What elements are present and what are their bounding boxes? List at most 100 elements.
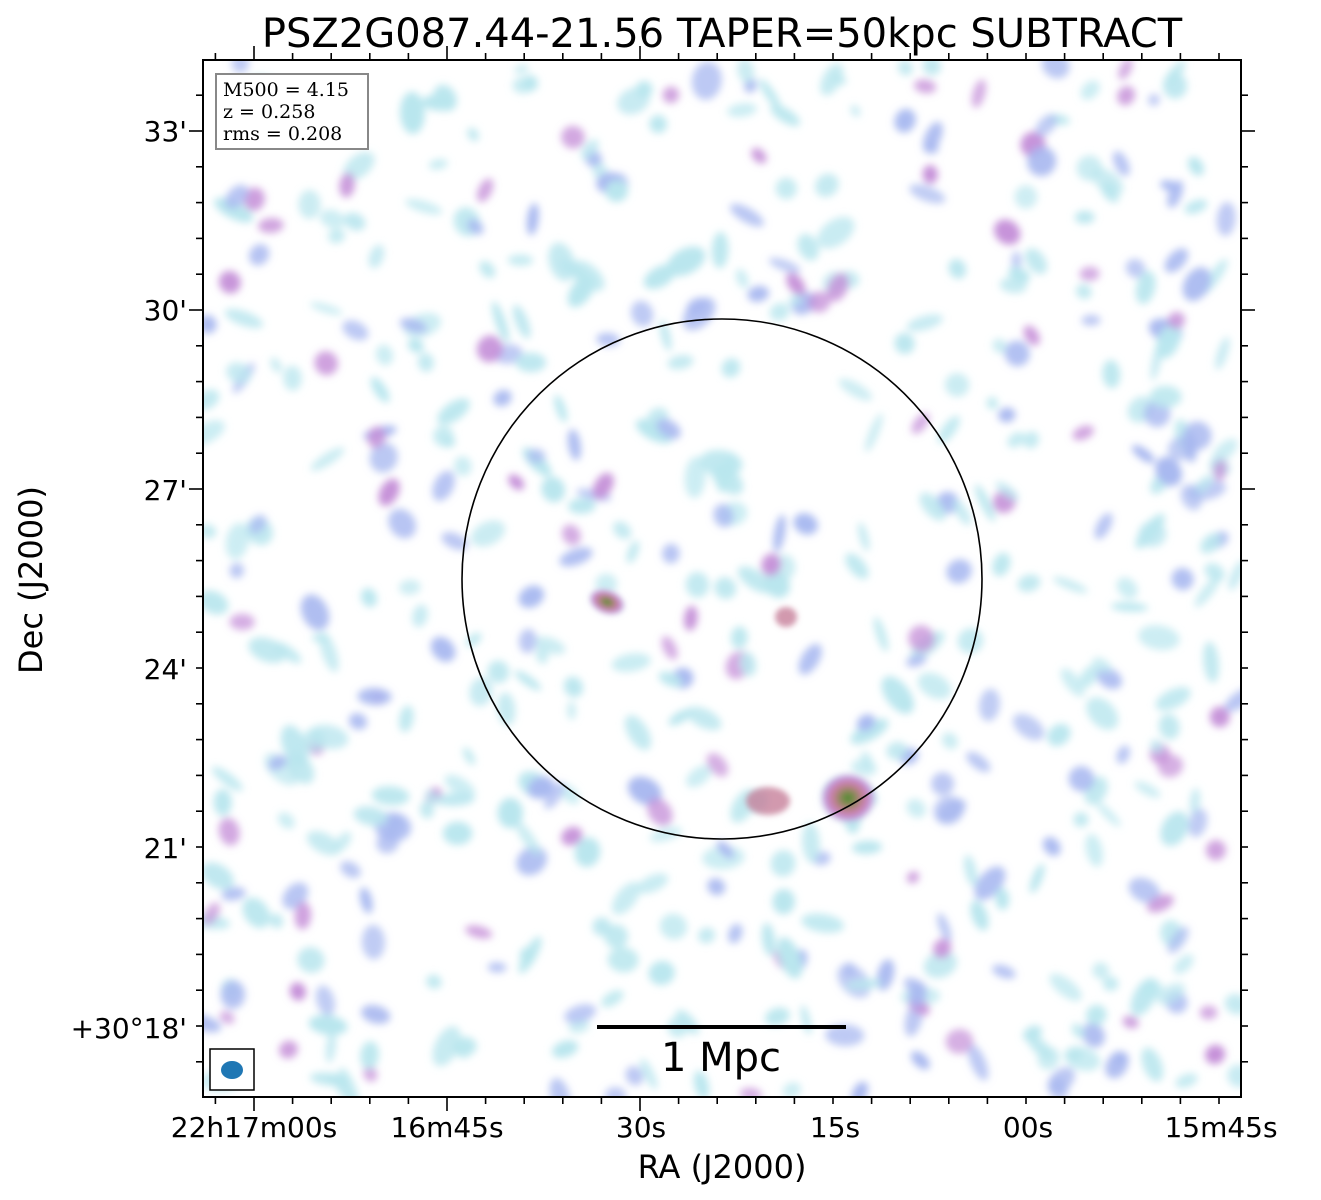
noise-blob	[315, 985, 336, 1016]
axis-ticks	[189, 46, 1255, 1111]
noise-blob	[713, 503, 734, 528]
noise-blob	[635, 80, 653, 98]
noise-blob	[467, 219, 484, 235]
noise-blob	[310, 447, 345, 471]
noise-blob	[1096, 667, 1123, 690]
noise-blob	[1156, 324, 1181, 359]
noise-blob	[1122, 1015, 1139, 1029]
noise-blob	[769, 302, 790, 321]
noise-blob	[437, 398, 470, 425]
noise-blob	[647, 798, 673, 827]
noise-blob	[1072, 425, 1094, 441]
noise-blob	[1110, 602, 1149, 612]
noise-blob	[435, 792, 475, 806]
noise-blob	[425, 790, 441, 805]
noise-blob	[906, 654, 927, 668]
noise-blob	[419, 800, 435, 819]
noise-blob	[564, 1004, 597, 1024]
noise-blob	[1224, 687, 1241, 712]
noise-blob	[1205, 1044, 1226, 1065]
noise-blob	[300, 594, 330, 631]
noise-blob	[526, 203, 539, 236]
noise-blob	[966, 751, 991, 773]
noise-blob	[788, 293, 803, 307]
noise-blob	[798, 643, 822, 675]
noise-blob	[444, 774, 476, 798]
noise-blob	[838, 378, 873, 401]
noise-blob	[656, 418, 681, 440]
noise-blob	[906, 314, 943, 332]
noise-blob	[832, 75, 847, 85]
noise-blob	[487, 660, 510, 684]
noise-blob	[319, 209, 345, 229]
noise-blob	[368, 244, 385, 269]
noise-blob	[226, 362, 252, 384]
noise-blob	[995, 887, 1010, 910]
noise-blob	[302, 728, 326, 752]
noise-blob	[1049, 973, 1082, 1002]
noise-blob	[1156, 982, 1186, 1006]
scale-bar-label: 1 Mpc	[661, 1035, 781, 1081]
noise-blob	[1160, 811, 1189, 847]
y-tick-label: 33'	[144, 115, 187, 148]
x-tick-labels: 22h17m00s 16m45s 30s 15s 00s 15m45s	[171, 1111, 1278, 1144]
noise-blob	[1023, 325, 1040, 346]
noise-blob	[574, 837, 601, 868]
noise-blob	[662, 543, 680, 564]
noise-blob	[881, 676, 914, 714]
noise-blob	[944, 373, 970, 397]
noise-blob	[339, 1067, 360, 1097]
noise-blob	[931, 772, 955, 796]
noise-blob	[894, 332, 915, 355]
noise-blob	[432, 470, 455, 501]
noise-blob	[527, 448, 546, 464]
noise-blob	[933, 795, 964, 825]
noise-blob	[1024, 248, 1048, 275]
noise-blob	[825, 1024, 865, 1047]
noise-blob	[797, 233, 819, 261]
noise-blob	[682, 297, 716, 331]
noise-blob	[249, 514, 267, 534]
noise-blob	[801, 913, 845, 933]
noise-blob	[686, 706, 722, 731]
noise-blob	[970, 900, 989, 931]
noise-blob	[917, 672, 952, 700]
noise-blob	[1141, 1047, 1164, 1082]
noise-blob	[659, 320, 672, 351]
noise-blob	[518, 585, 545, 608]
noise-blob	[1092, 657, 1112, 674]
noise-blob	[992, 552, 1011, 577]
noise-blob	[561, 125, 585, 149]
noise-blob	[378, 478, 400, 506]
noise-blob	[607, 947, 639, 973]
noise-blob	[465, 925, 493, 939]
noise-blob	[1102, 976, 1119, 992]
noise-blob	[1212, 438, 1238, 464]
noise-blob	[1079, 664, 1099, 688]
noise-blob	[551, 1040, 579, 1058]
noise-blob	[535, 645, 549, 664]
noise-blob	[714, 577, 737, 600]
noise-blob	[370, 377, 390, 403]
noise-blob	[1027, 146, 1057, 177]
noise-blob	[560, 784, 580, 805]
noise-blob	[1004, 340, 1030, 367]
noise-blob	[993, 219, 1021, 245]
noise-blob	[685, 572, 710, 598]
noise-blob	[1183, 421, 1212, 450]
noise-blob	[1014, 185, 1038, 209]
radio-source	[818, 771, 878, 825]
noise-blob	[476, 178, 494, 203]
noise-blob	[856, 714, 876, 732]
beam-ellipse	[221, 1061, 243, 1079]
noise-blob	[964, 854, 978, 887]
noise-blob	[558, 259, 590, 282]
noise-blob	[512, 77, 534, 94]
noise-blob	[906, 871, 920, 884]
noise-blob	[563, 676, 584, 698]
noise-blob	[1060, 668, 1085, 697]
noise-blob	[693, 1070, 710, 1097]
info-m500: M500 = 4.15	[223, 79, 349, 101]
noise-blob	[729, 203, 764, 227]
noise-blob	[1138, 521, 1167, 548]
